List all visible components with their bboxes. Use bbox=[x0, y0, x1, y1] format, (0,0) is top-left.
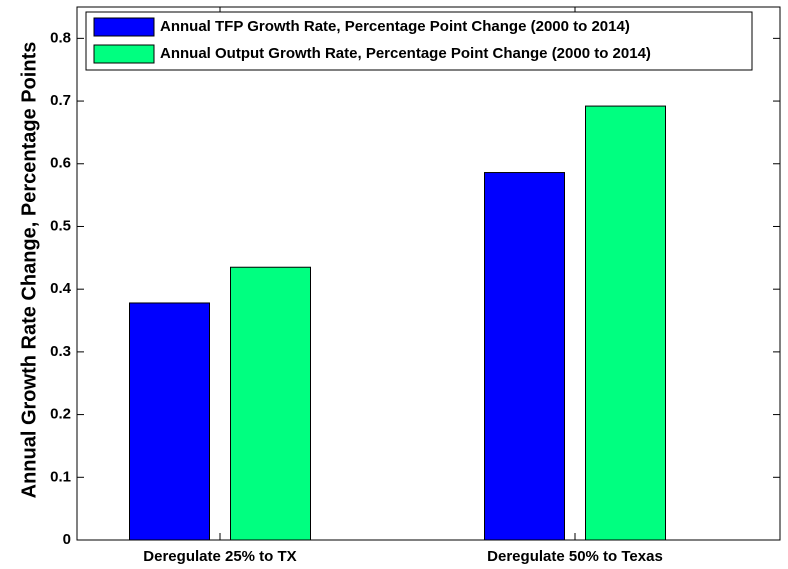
legend-label: Annual Output Growth Rate, Percentage Po… bbox=[160, 45, 651, 62]
y-tick-label: 0.8 bbox=[50, 29, 71, 46]
legend-swatch bbox=[93, 44, 155, 64]
x-tick-label: Deregulate 25% to TX bbox=[143, 548, 296, 565]
y-tick-label: 0.4 bbox=[50, 280, 72, 297]
y-tick-label: 0 bbox=[63, 531, 71, 548]
legend-swatch bbox=[93, 17, 155, 37]
plot-frame bbox=[76, 6, 781, 541]
bar bbox=[230, 266, 311, 541]
legend-box bbox=[85, 11, 753, 71]
bar bbox=[484, 172, 565, 541]
y-tick-label: 0.1 bbox=[50, 468, 71, 485]
bar bbox=[585, 105, 666, 541]
y-tick-label: 0.3 bbox=[50, 343, 71, 360]
y-tick-label: 0.6 bbox=[50, 155, 71, 172]
y-tick-label: 0.2 bbox=[50, 406, 71, 423]
legend-label: Annual TFP Growth Rate, Percentage Point… bbox=[160, 18, 630, 35]
y-axis-label: Annual Growth Rate Change, Percentage Po… bbox=[18, 42, 40, 499]
bar bbox=[129, 302, 210, 541]
y-tick-label: 0.5 bbox=[50, 217, 71, 234]
x-tick-label: Deregulate 50% to Texas bbox=[487, 548, 663, 565]
y-tick-label: 0.7 bbox=[50, 92, 71, 109]
